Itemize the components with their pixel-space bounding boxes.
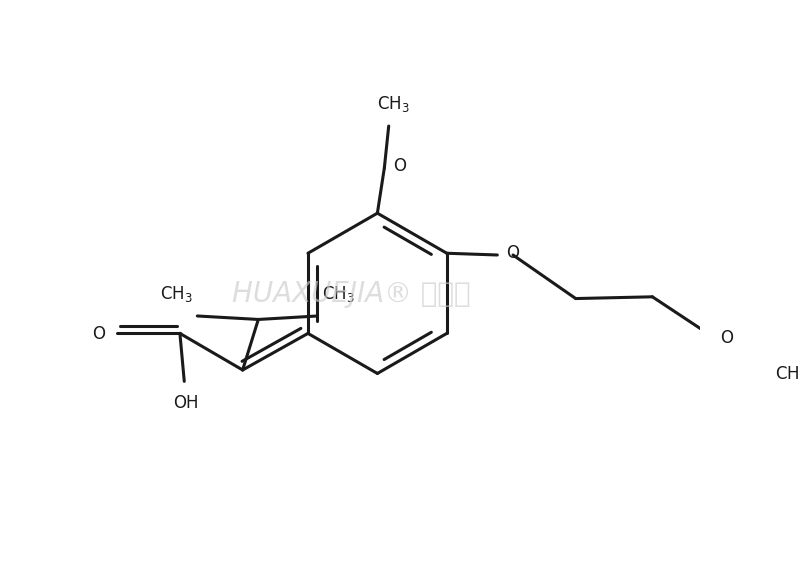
Text: O: O [92, 325, 105, 343]
Text: CH$_3$: CH$_3$ [775, 364, 800, 384]
Text: CH$_3$: CH$_3$ [160, 284, 193, 304]
Text: OH: OH [174, 394, 198, 412]
Text: CH$_3$: CH$_3$ [377, 94, 410, 114]
Text: O: O [506, 244, 519, 262]
Text: O: O [720, 329, 734, 347]
Text: CH$_3$: CH$_3$ [322, 284, 354, 304]
Text: HUAXUEJIA® 化学加: HUAXUEJIA® 化学加 [232, 280, 470, 309]
Text: O: O [393, 157, 406, 175]
